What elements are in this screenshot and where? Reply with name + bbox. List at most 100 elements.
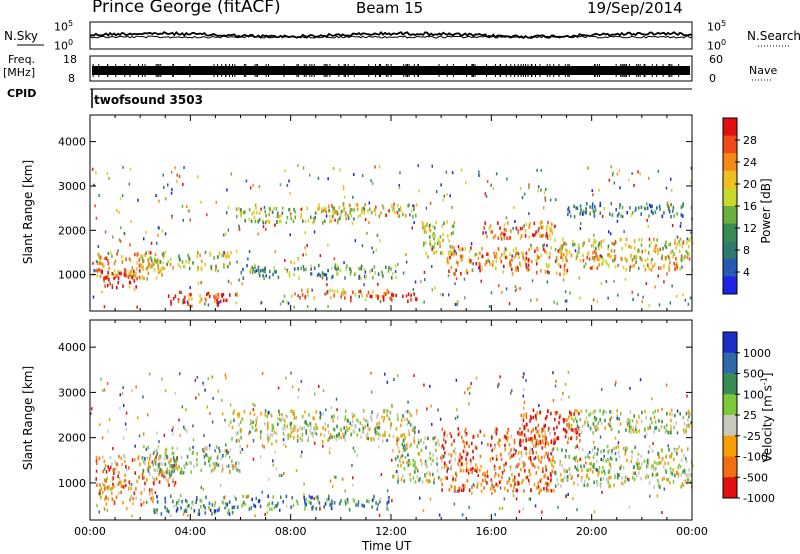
range-cell [433, 477, 435, 481]
sparse-cell [314, 392, 316, 396]
range-cell [297, 434, 299, 438]
range-cell [575, 206, 577, 210]
range-cell [331, 275, 333, 280]
range-cell [576, 251, 579, 256]
range-cell [509, 258, 511, 262]
range-cell [318, 203, 320, 207]
range-cell [464, 433, 467, 438]
range-cell [293, 412, 295, 416]
range-cell [320, 432, 322, 437]
sparse-cell [395, 275, 397, 279]
sparse-cell [451, 205, 453, 209]
sparse-cell [260, 207, 262, 211]
range-cell [208, 459, 210, 463]
range-cell [540, 220, 543, 224]
range-cell [573, 430, 575, 434]
sparse-cell [104, 230, 107, 234]
sparse-cell [398, 184, 400, 188]
range-cell [550, 473, 552, 478]
sparse-cell [106, 172, 109, 175]
range-cell [323, 433, 326, 438]
range-cell [250, 219, 253, 223]
range-cell [435, 448, 437, 453]
range-cell [118, 491, 120, 495]
sparse-cell [423, 383, 425, 387]
colorbar-segment [723, 276, 737, 295]
range-cell [491, 436, 493, 440]
range-cell [374, 433, 377, 437]
range-cell [142, 267, 144, 272]
range-cell [614, 240, 617, 245]
sparse-cell [469, 386, 471, 390]
sparse-cell [378, 445, 380, 449]
range-cell [151, 264, 153, 268]
range-cell [562, 477, 564, 482]
sparse-cell [504, 247, 507, 251]
range-cell [555, 256, 558, 260]
sparse-cell [211, 420, 214, 424]
range-cell [146, 467, 149, 471]
range-cell [209, 251, 211, 256]
sparse-cell [148, 250, 150, 254]
range-cell [592, 455, 595, 459]
colorbar-segment [723, 135, 737, 154]
range-cell [323, 505, 325, 509]
sparse-cell [176, 180, 178, 183]
sparse-cell [587, 166, 590, 170]
sparse-cell [616, 219, 619, 223]
range-cell [672, 468, 674, 472]
range-cell [270, 414, 273, 418]
range-cell [458, 489, 460, 493]
range-cell [658, 266, 660, 270]
range-cell [200, 266, 203, 270]
range-cell [656, 238, 658, 242]
sparse-cell [430, 404, 432, 408]
range-cell [443, 465, 446, 469]
range-cell [100, 495, 102, 499]
sparse-cell [490, 183, 492, 187]
sparse-cell [284, 169, 286, 173]
range-cell [603, 449, 605, 453]
sparse-cell [562, 278, 565, 282]
colorbar-segment [723, 477, 737, 499]
range-cell [591, 266, 593, 271]
range-cell [637, 248, 640, 252]
range-cell [525, 256, 528, 261]
range-cell [135, 267, 138, 271]
sparse-cell [129, 273, 131, 277]
range-cell [581, 447, 584, 452]
range-cell [297, 267, 299, 271]
sparse-cell [596, 300, 599, 304]
range-cell [682, 483, 685, 488]
sparse-cell [486, 180, 489, 184]
range-cell [267, 503, 269, 507]
range-cell [380, 211, 382, 215]
range-cell [397, 203, 399, 208]
range-cell [648, 244, 651, 248]
sparse-cell [164, 232, 167, 236]
range-cell [545, 468, 548, 472]
sparse-cell [260, 436, 262, 440]
range-cell [114, 259, 117, 263]
range-cell [372, 290, 374, 294]
range-cell [258, 211, 261, 215]
range-cell [510, 448, 512, 452]
range-cell [248, 507, 251, 511]
range-cell [545, 227, 548, 232]
sparse-cell [325, 214, 328, 218]
range-cell [620, 464, 622, 468]
range-cell [558, 415, 561, 420]
range-cell [655, 473, 657, 477]
range-cell [592, 251, 594, 255]
range-cell [507, 435, 509, 440]
range-cell [246, 263, 248, 268]
range-cell [568, 467, 571, 471]
range-cell [592, 422, 595, 426]
range-cell [304, 501, 306, 505]
range-cell [385, 265, 387, 270]
range-cell [650, 209, 653, 214]
range-cell [373, 265, 376, 269]
range-cell [154, 461, 157, 466]
range-cell [398, 449, 401, 454]
range-cell [412, 463, 415, 467]
